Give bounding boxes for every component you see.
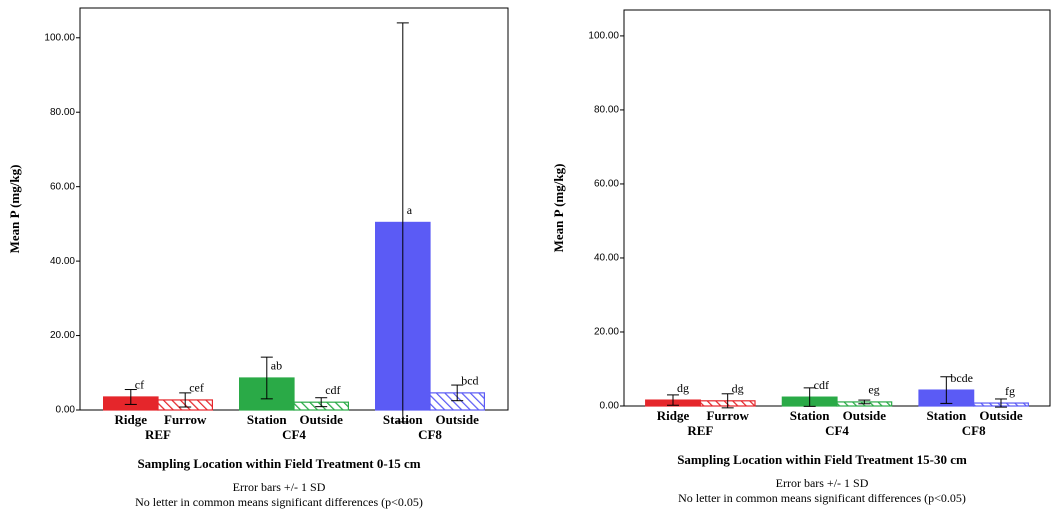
x-tick-label: Station	[790, 408, 831, 423]
x-tick-label: Station	[926, 408, 967, 423]
error-bar	[940, 376, 953, 404]
error-bar	[803, 387, 816, 407]
error-bar	[396, 22, 409, 423]
error-bar	[179, 392, 192, 408]
significance-letter: eg	[868, 383, 879, 397]
x-tick-label: Outside	[436, 412, 480, 427]
y-tick-label: 80.00	[50, 107, 75, 118]
significance-letter: dg	[732, 382, 744, 396]
x-tick-label: Furrow	[706, 408, 749, 423]
chart-panel: 0.00 20.00 40.00 60.00 80.00 100.00 Mean P (mg…	[7, 7, 509, 509]
x-tick-label: Ridge	[115, 412, 148, 427]
chart-panel: 0.00 20.00 40.00 60.00 80.00 100.00 Mean P (mg…	[551, 9, 1051, 505]
error-bar	[451, 384, 464, 402]
error-bar	[995, 398, 1007, 408]
y-tick-label: 100.00	[44, 32, 75, 43]
y-tick-label: 20.00	[594, 327, 619, 338]
significance-letter: bcd	[461, 374, 478, 388]
group-label: REF	[145, 427, 171, 442]
x-tick-label: Outside	[300, 412, 344, 427]
group-label: CF8	[962, 423, 986, 438]
significance-letter: fg	[1005, 384, 1015, 398]
footnote: No letter in common means significant di…	[135, 495, 423, 509]
group-label: CF8	[418, 427, 442, 442]
error-bar	[260, 356, 273, 400]
y-tick-label: 40.00	[594, 253, 619, 264]
y-axis-title: Mean P (mg/kg)	[551, 164, 566, 253]
group-label: CF4	[825, 423, 849, 438]
y-tick-label: 60.00	[50, 181, 75, 192]
group-label: CF4	[282, 427, 306, 442]
x-tick-label: Station	[383, 412, 424, 427]
y-tick-label: 40.00	[50, 256, 75, 267]
footnote: Error bars +/- 1 SD	[776, 476, 869, 490]
y-tick-label: 60.00	[594, 179, 619, 190]
x-axis-title: Sampling Location within Field Treatment…	[677, 452, 967, 467]
y-tick-label: 80.00	[594, 105, 619, 116]
significance-letter: cf	[135, 378, 144, 392]
significance-letter: cdf	[325, 383, 340, 397]
significance-letter: cef	[189, 381, 204, 395]
error-bar	[124, 389, 137, 405]
error-bar	[315, 397, 328, 408]
x-tick-label: Furrow	[164, 412, 207, 427]
y-tick-label: 0.00	[600, 401, 620, 412]
footnote: Error bars +/- 1 SD	[233, 480, 326, 494]
y-tick-label: 100.00	[588, 31, 619, 42]
footnote: No letter in common means significant di…	[678, 491, 966, 505]
x-axis-title: Sampling Location within Field Treatment…	[137, 456, 420, 471]
x-tick-label: Ridge	[657, 408, 690, 423]
error-bar	[667, 394, 679, 406]
x-tick-label: Station	[247, 412, 288, 427]
error-bar	[721, 393, 734, 409]
significance-letter: dg	[677, 381, 689, 395]
significance-letter: ab	[271, 359, 282, 373]
plot-frame	[623, 9, 1051, 407]
significance-letter: bcde	[950, 371, 973, 385]
significance-letter: a	[407, 203, 413, 217]
y-tick-label: 0.00	[56, 405, 76, 416]
group-label: REF	[687, 423, 713, 438]
y-axis-title: Mean P (mg/kg)	[7, 165, 22, 254]
y-tick-label: 20.00	[50, 330, 75, 341]
x-tick-label: Outside	[979, 408, 1023, 423]
plot-frame	[79, 7, 509, 411]
error-bar	[858, 399, 871, 405]
significance-letter: cdf	[814, 378, 829, 392]
x-tick-label: Outside	[843, 408, 887, 423]
